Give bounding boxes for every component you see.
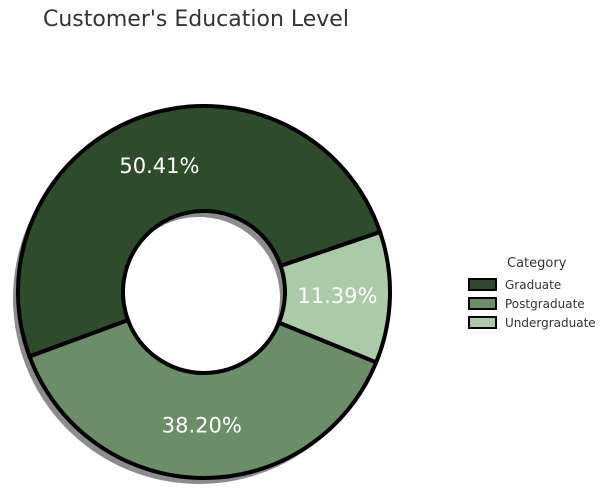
data-label-graduate: 50.41% [119, 154, 199, 178]
slice-postgraduate [26, 317, 379, 480]
legend-label-graduate: Graduate [505, 277, 562, 292]
legend-swatch-undergraduate [468, 316, 497, 329]
slices [16, 104, 392, 480]
data-label-postgraduate: 38.20% [162, 414, 242, 438]
slice-graduate [16, 104, 383, 360]
legend-label-undergraduate: Undergraduate [505, 315, 596, 330]
legend-label-postgraduate: Postgraduate [505, 296, 585, 311]
legend-swatch-graduate [468, 278, 497, 291]
legend-swatch-postgraduate [468, 297, 497, 310]
legend-item-graduate: Graduate [468, 275, 611, 294]
legend-item-postgraduate: Postgraduate [468, 294, 611, 313]
legend: Category Graduate Postgraduate Undergradua… [468, 256, 611, 332]
slice-undergraduate [276, 229, 392, 365]
legend-items: Graduate Postgraduate Undergraduate [468, 275, 611, 332]
legend-title: Category [507, 256, 567, 271]
data-labels: 50.41% 38.20% 11.39% [119, 154, 377, 437]
chart-title: Customer's Education Level [43, 7, 349, 32]
data-label-undergraduate: 11.39% [297, 284, 377, 308]
legend-item-undergraduate: Undergraduate [468, 313, 611, 332]
